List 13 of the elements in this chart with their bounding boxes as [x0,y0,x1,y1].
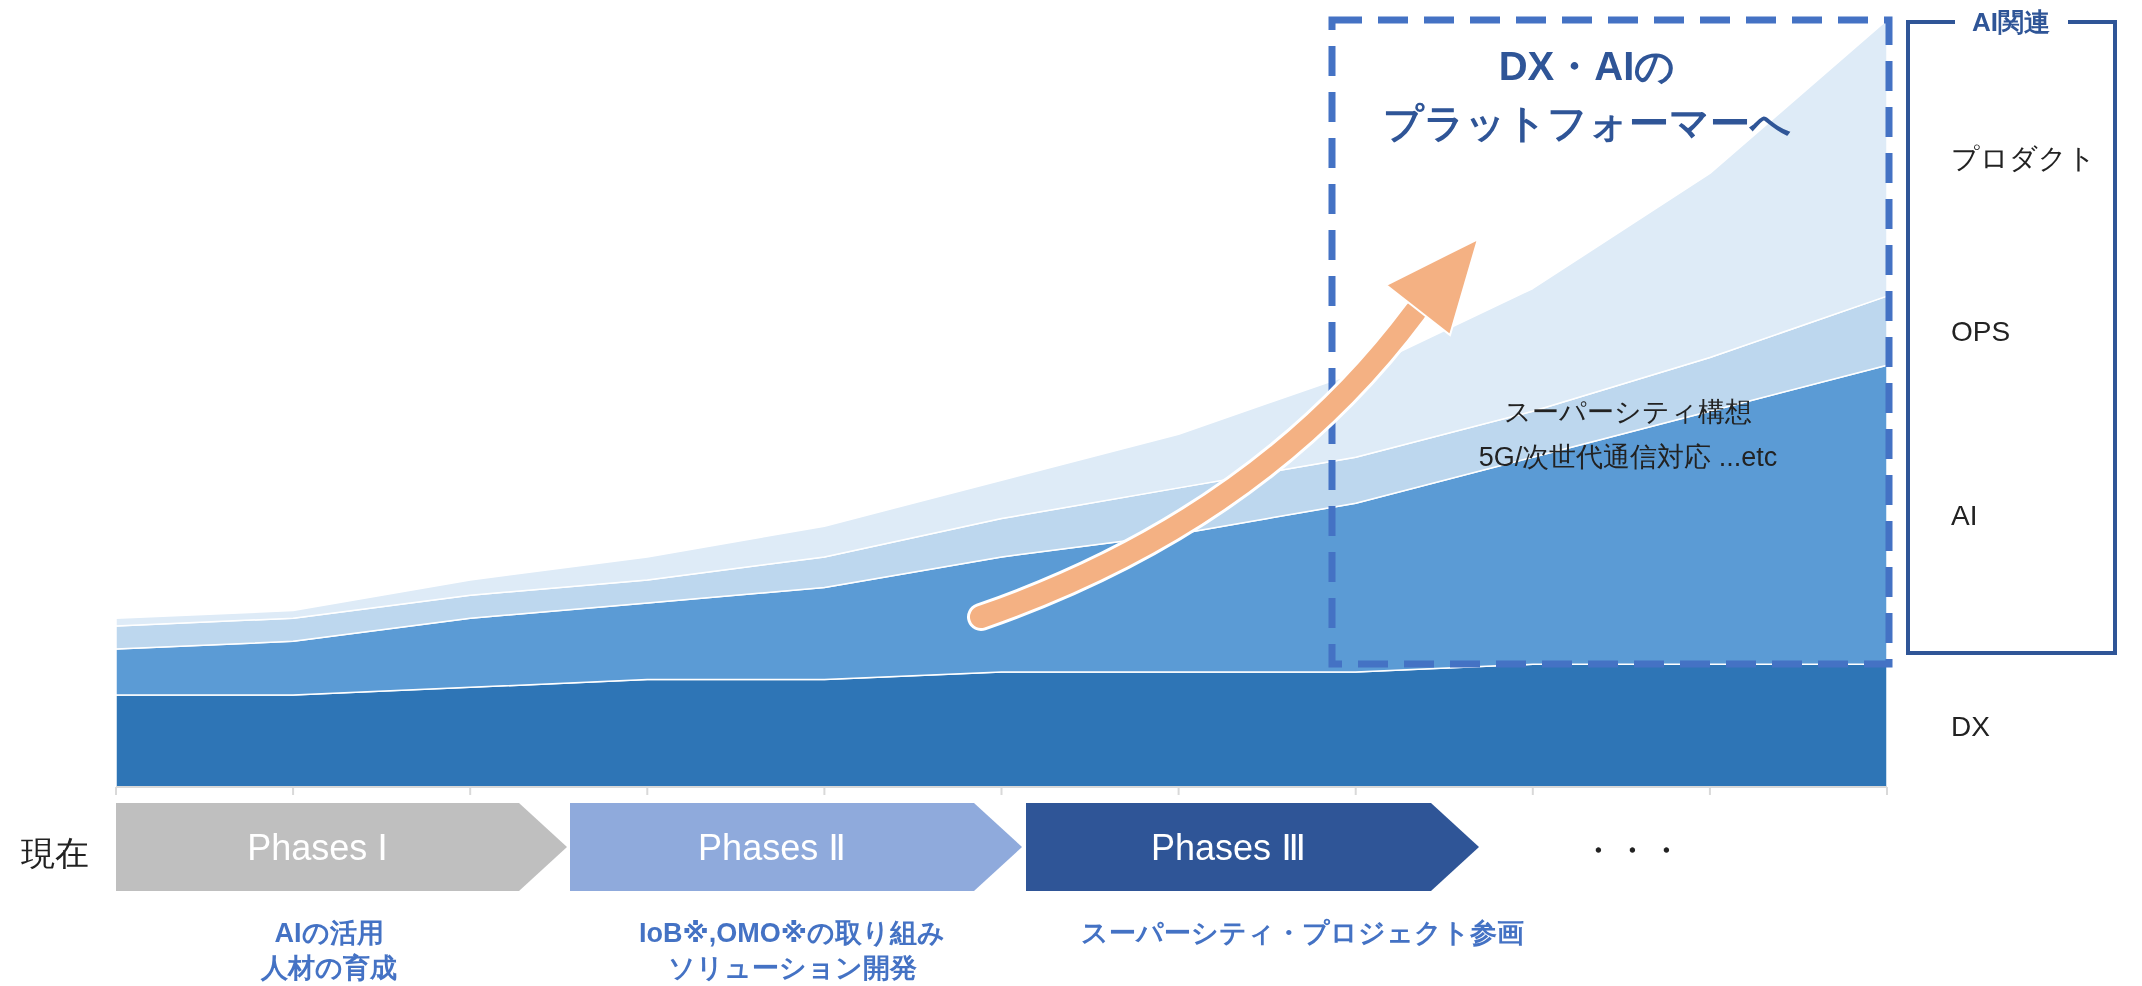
text: Phases Ⅱ [698,826,846,868]
text: AIの活用 [274,918,384,948]
text: ・・・ [1581,831,1683,869]
text: Phases Ⅰ [247,826,388,868]
annotation: プラットフォーマーへ [1383,101,1791,145]
text: 人材の育成 [260,953,397,983]
text: IoB※,OMO※の取り組み [639,918,945,948]
text: スーパーシティ・プロジェクト参画 [1080,918,1524,948]
text: Phases Ⅲ [1151,826,1306,868]
text: 現在 [21,834,89,872]
annotation: DX・AIの [1498,44,1676,88]
text: ソリューション開発 [667,953,917,983]
legend-title: AI関連 [1972,7,2050,37]
